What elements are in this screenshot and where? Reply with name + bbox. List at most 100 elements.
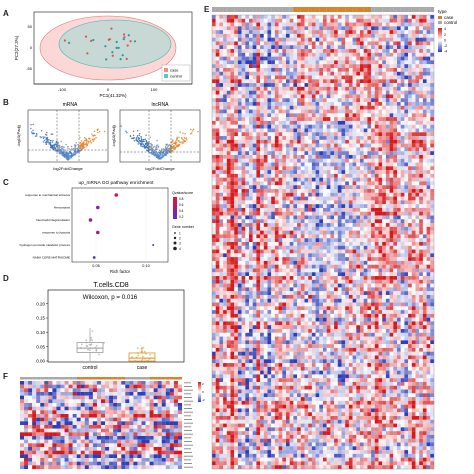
- volcano-point: [142, 143, 145, 145]
- main-heatmap-cell: [274, 158, 279, 163]
- main-heatmap-cell: [397, 15, 401, 19]
- main-heatmap-cell: [241, 181, 246, 186]
- main-heatmap-cell: [315, 238, 320, 243]
- main-heatmap-cell: [345, 79, 349, 84]
- main-heatmap-cell: [337, 139, 342, 144]
- main-heatmap-cell: [215, 71, 220, 76]
- main-heatmap-cell: [345, 185, 349, 190]
- main-heatmap-cell: [219, 113, 224, 118]
- main-heatmap-cell: [352, 204, 357, 209]
- main-heatmap-cell: [245, 67, 250, 72]
- main-heatmap-cell: [367, 143, 372, 148]
- main-heatmap-cell: [241, 83, 246, 87]
- main-heatmap-cell: [260, 219, 264, 224]
- main-heatmap-cell: [282, 196, 287, 201]
- main-heatmap-cell: [360, 26, 364, 31]
- main-heatmap-cell: [348, 105, 353, 110]
- main-heatmap-cell: [385, 136, 390, 140]
- main-heatmap-cell: [274, 109, 279, 114]
- main-heatmap-cell: [323, 234, 327, 239]
- main-heatmap-cell: [341, 71, 346, 76]
- main-heatmap-cell: [374, 260, 379, 265]
- main-heatmap-cell: [334, 158, 338, 163]
- main-heatmap-cell: [293, 132, 298, 137]
- main-heatmap-cell: [215, 18, 220, 23]
- volcano-point: [54, 149, 56, 151]
- main-heatmap-cell: [360, 45, 364, 50]
- main-heatmap-cell: [289, 120, 294, 125]
- main-heatmap-cell: [297, 83, 301, 87]
- main-heatmap-cell: [219, 211, 224, 216]
- main-heatmap-cell: [422, 192, 427, 197]
- main-heatmap-cell: [293, 83, 298, 87]
- main-heatmap-cell: [345, 83, 349, 87]
- main-heatmap-cell: [311, 147, 316, 152]
- main-heatmap-cell: [219, 189, 224, 193]
- main-heatmap-cell: [226, 136, 231, 140]
- main-heatmap-cell: [226, 102, 231, 106]
- main-heatmap-cell: [263, 52, 268, 57]
- main-heatmap-cell: [308, 136, 312, 140]
- main-heatmap-cell: [430, 181, 435, 186]
- main-heatmap-cell: [315, 52, 320, 57]
- main-heatmap-cell: [389, 154, 394, 159]
- main-heatmap-cell: [400, 257, 405, 261]
- main-heatmap-cell: [311, 120, 316, 125]
- main-heatmap-cell: [334, 64, 338, 69]
- main-heatmap-cell: [400, 37, 405, 42]
- main-heatmap-cell: [300, 257, 305, 261]
- main-heatmap-cell: [241, 253, 246, 258]
- main-heatmap-cell: [408, 132, 412, 137]
- main-heatmap-cell: [363, 49, 368, 53]
- main-heatmap-cell: [263, 192, 268, 197]
- main-heatmap-cell: [363, 90, 368, 95]
- main-heatmap-cell: [230, 253, 235, 258]
- main-heatmap-cell: [311, 45, 316, 50]
- main-heatmap-cell: [382, 94, 386, 99]
- main-heatmap-cell: [345, 200, 349, 205]
- main-heatmap-cell: [330, 71, 335, 76]
- main-heatmap-cell: [286, 200, 290, 205]
- main-heatmap-cell: [411, 26, 416, 31]
- main-heatmap-cell: [356, 37, 361, 42]
- main-heatmap-cell: [389, 56, 394, 61]
- main-heatmap-cell: [304, 113, 309, 118]
- main-heatmap-cell: [219, 230, 224, 235]
- main-heatmap-cell: [367, 139, 372, 144]
- main-heatmap-cell: [345, 120, 349, 125]
- main-heatmap-cell: [226, 120, 231, 125]
- pca-chart: -100 0 100 50 0 -50 PC1(41.32%) PC2(27.3…: [14, 11, 193, 98]
- main-heatmap-cell: [226, 215, 231, 220]
- main-heatmap-cell: [378, 147, 383, 152]
- main-heatmap-cell: [237, 234, 242, 239]
- main-heatmap-cell: [260, 257, 264, 261]
- main-heatmap-cell: [323, 181, 327, 186]
- main-heatmap-cell: [241, 139, 246, 144]
- main-heatmap-cell: [404, 253, 409, 258]
- main-heatmap-cell: [249, 22, 253, 27]
- main-heatmap-cell: [311, 245, 316, 250]
- main-heatmap-cell: [274, 234, 279, 239]
- main-heatmap-cell: [382, 86, 386, 91]
- main-heatmap-cell: [326, 162, 331, 167]
- main-heatmap-cell: [252, 166, 257, 171]
- main-heatmap-cell: [356, 223, 361, 227]
- main-heatmap-cell: [315, 41, 320, 46]
- main-heatmap-cell: [304, 102, 309, 106]
- volcano-point: [42, 141, 45, 143]
- main-heatmap-cell: [323, 71, 327, 76]
- main-heatmap-cell: [223, 143, 227, 148]
- main-heatmap-cell: [426, 71, 431, 76]
- main-heatmap-cell: [241, 173, 246, 178]
- main-heatmap-cell: [419, 56, 423, 61]
- main-heatmap-cell: [256, 109, 261, 114]
- main-heatmap-cell: [385, 26, 390, 31]
- main-heatmap-cell: [319, 154, 324, 159]
- main-heatmap-cell: [241, 192, 246, 197]
- main-heatmap-cell: [271, 207, 275, 212]
- main-heatmap-cell: [315, 207, 320, 212]
- main-heatmap-cell: [282, 253, 287, 258]
- main-heatmap-cell: [371, 242, 375, 246]
- main-heatmap-cell: [319, 257, 324, 261]
- main-heatmap-cell: [360, 181, 364, 186]
